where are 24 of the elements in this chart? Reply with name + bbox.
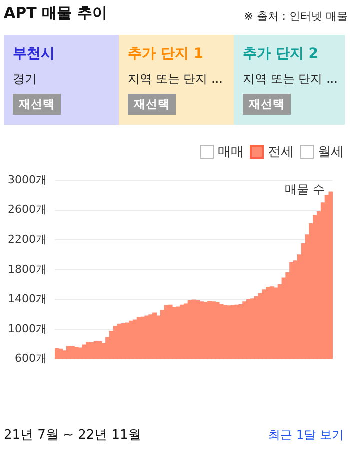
y-tick-label: 1000개 — [8, 322, 47, 336]
y-tick-label: 2600개 — [8, 203, 47, 216]
text: ※ 출처 : 인터넷 매물 — [244, 9, 348, 24]
text: 재선택 — [243, 94, 291, 115]
text: 최근 1달 보기 — [268, 427, 344, 444]
text: 경기 — [13, 71, 37, 88]
legend-label: 전세 — [268, 144, 294, 161]
annotation: 매물 수 — [285, 182, 325, 197]
y-tick-label: 600개 — [15, 352, 47, 366]
y-tick-label: 1800개 — [8, 262, 47, 276]
text: 추가 단지 1 — [128, 45, 204, 63]
y-tick-label: 3000개 — [8, 173, 47, 186]
text: 지역 또는 단지 ... — [243, 71, 338, 88]
text: 21년 7월 ~ 22년 11월 — [4, 427, 142, 444]
text: 추가 단지 2 — [243, 45, 318, 63]
y-tick-label: 1400개 — [8, 292, 47, 306]
text: 부천시 — [13, 45, 55, 63]
chart-title: APT 매물 추이 — [4, 4, 108, 23]
text: 월세 — [318, 144, 344, 161]
text: 재선택 — [128, 94, 176, 115]
text: 지역 또는 단지 ... — [128, 71, 223, 88]
text: 재선택 — [13, 94, 61, 115]
y-tick-label: 2200개 — [8, 232, 47, 246]
text: 매매 — [218, 144, 244, 161]
